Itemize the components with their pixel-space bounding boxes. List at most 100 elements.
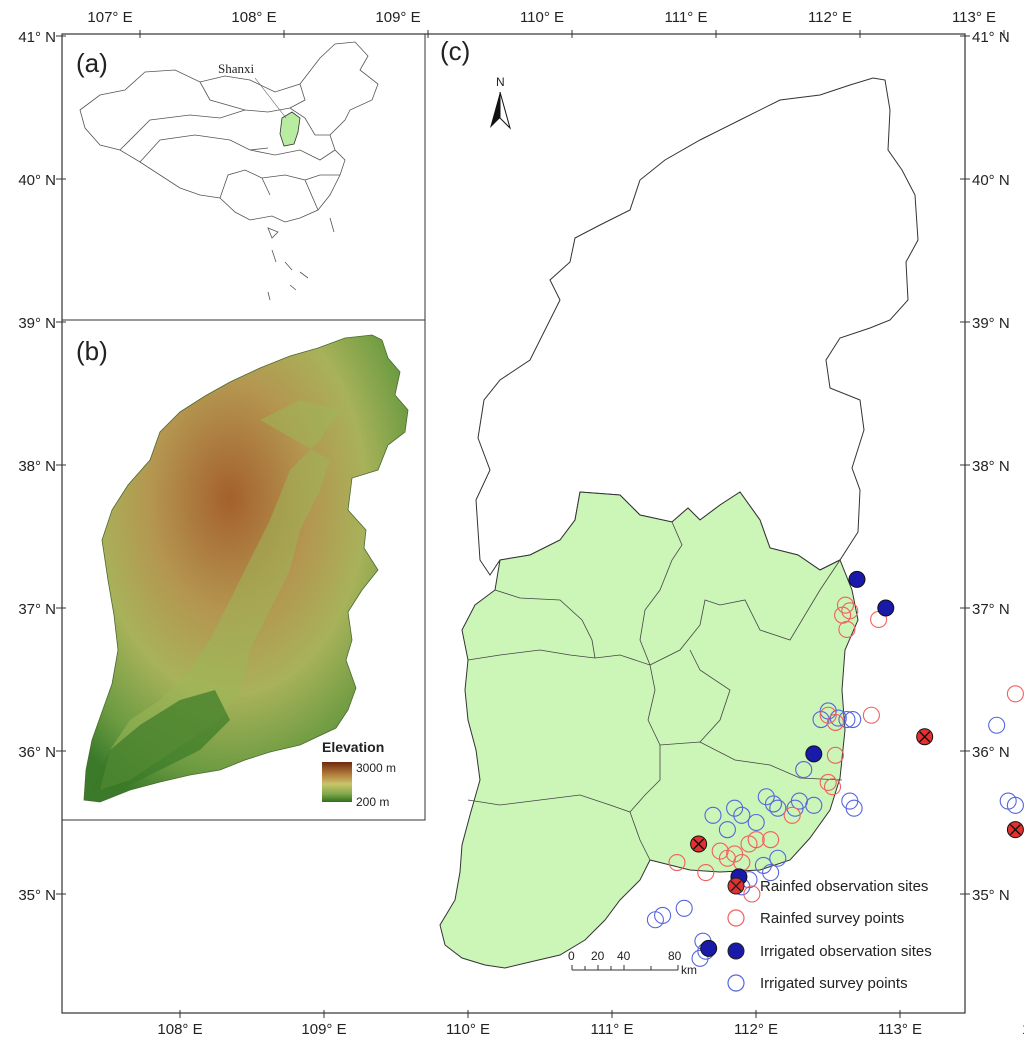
irrigated-survey-point <box>769 799 787 817</box>
shanxi-leader-line <box>254 77 287 119</box>
panel-b-label: (b) <box>76 336 108 366</box>
panel-c-label: (c) <box>440 36 470 66</box>
irrigated-survey-point <box>795 761 813 779</box>
legend-rainfed-survey: Rainfed survey points <box>727 909 904 927</box>
rainfed-survey-point <box>783 806 801 824</box>
bottom-tick-label: 109° E <box>301 1021 346 1038</box>
scale-label-40: 40 <box>617 949 631 963</box>
irrigated-observation-site <box>700 939 718 957</box>
irrigated-survey-point <box>733 806 751 824</box>
irrigated-survey-point <box>754 856 772 874</box>
legend-irrigated-survey: Irrigated survey points <box>727 974 908 992</box>
left-tick-label: 35° N <box>18 887 56 904</box>
irrigated-survey-point <box>988 716 1006 734</box>
elevation-legend-title: Elevation <box>322 739 384 755</box>
right-tick-label: 40° N <box>972 172 1010 189</box>
legend-irrigated-survey-label: Irrigated survey points <box>760 975 908 992</box>
rainfed-survey-point <box>826 746 844 764</box>
panel-a-label: (a) <box>76 48 108 78</box>
bottom-tick-label: 112° E <box>734 1021 778 1038</box>
legend-rainfed-obs-label: Rainfed observation sites <box>760 878 928 895</box>
legend-rainfed-obs: Rainfed observation sites <box>727 877 928 895</box>
irrigated-survey-point <box>747 813 765 832</box>
panel-b-frame <box>61 319 426 821</box>
left-tick-label: 39° N <box>18 315 56 332</box>
irrigated-survey-point <box>675 899 693 917</box>
irrigated-observation-site <box>805 745 823 763</box>
elevation-legend-min: 200 m <box>356 795 389 809</box>
irrigated-survey-point <box>844 710 862 729</box>
top-tick-label: 113° E <box>952 9 996 26</box>
legend-irrigated-obs-label: Irrigated observation sites <box>760 943 932 960</box>
rainfed-survey-points <box>668 596 1024 903</box>
left-tick-label: 40° N <box>18 172 56 189</box>
study-area-region <box>439 491 859 969</box>
top-tick-label: 108° E <box>231 9 276 26</box>
valley-highlight <box>100 400 340 790</box>
right-tick-label: 35° N <box>972 887 1010 904</box>
irrigated-survey-point <box>845 799 863 817</box>
right-tick-label: 41° N <box>972 29 1010 46</box>
left-tick-label: 41° N <box>18 29 56 46</box>
top-tick-label: 109° E <box>375 9 420 26</box>
irrigated-survey-point <box>704 806 722 824</box>
rainfed-survey-point <box>668 853 686 872</box>
irrigated-observation-site <box>848 570 866 588</box>
left-tick-label: 37° N <box>18 601 56 618</box>
irrigated-survey-point <box>769 849 787 867</box>
left-tick-label: 36° N <box>18 744 56 761</box>
bottom-tick-label: 114° E <box>1022 1021 1024 1038</box>
shanxi-province-outline <box>475 77 919 576</box>
scale-unit: km <box>681 963 697 977</box>
legend-rainfed-survey-label: Rainfed survey points <box>760 910 904 927</box>
north-label: N <box>496 75 505 89</box>
rainfed-observation-site <box>1006 821 1024 839</box>
china-outline <box>79 41 379 301</box>
top-tick-label: 107° E <box>87 9 132 26</box>
rainfed-observation-sites <box>690 728 1024 853</box>
scale-bar: 0 20 40 80 km <box>568 949 697 977</box>
right-tick-label: 36° N <box>972 744 1010 761</box>
elevation-color-ramp <box>322 762 352 802</box>
legend: Rainfed observation sites Rainfed survey… <box>727 877 932 992</box>
rainfed-survey-point <box>838 620 856 639</box>
rainfed-survey-point <box>697 863 715 882</box>
bottom-tick-label: 113° E <box>878 1021 922 1038</box>
rainfed-survey-point <box>743 885 761 903</box>
scale-label-80: 80 <box>668 949 682 963</box>
top-axis-ticks: 107° E 108° E 109° E 110° E 111° E 112° E 113°… <box>87 9 1005 38</box>
irrigated-survey-point <box>1006 796 1024 814</box>
rainfed-survey-point <box>819 706 837 724</box>
irrigated-survey-point <box>829 709 847 727</box>
rainfed-survey-point <box>823 778 842 796</box>
irrigated-survey-point <box>838 710 856 729</box>
rainfed-survey-point <box>711 842 729 860</box>
elevation-legend-max: 3000 m <box>356 761 396 775</box>
shanxi-label: Shanxi <box>218 61 255 76</box>
left-tick-label: 38° N <box>18 458 56 475</box>
irrigated-survey-point <box>726 799 744 817</box>
right-axis-ticks: 41° N 40° N 39° N 38° N 37° N 36° N 35° N <box>960 29 1010 904</box>
irrigated-survey-point <box>764 795 783 813</box>
top-tick-label: 111° E <box>665 9 708 26</box>
irrigated-survey-point <box>762 863 780 882</box>
right-tick-label: 38° N <box>972 458 1010 475</box>
rainfed-observation-site <box>916 728 934 746</box>
scale-label-20: 20 <box>591 949 605 963</box>
top-tick-label: 112° E <box>808 9 852 26</box>
rainfed-survey-point <box>726 845 744 863</box>
bottom-tick-label: 110° E <box>446 1021 490 1038</box>
bottom-tick-label: 111° E <box>591 1021 634 1038</box>
irrigated-observation-site <box>877 599 895 617</box>
irrigated-survey-point <box>691 949 709 967</box>
bottom-axis-ticks: 108° E 109° E 110° E 111° E 112° E 113° E 114°… <box>157 1010 1024 1038</box>
rainfed-survey-point <box>762 831 780 849</box>
rainfed-survey-point <box>747 831 765 849</box>
bottom-tick-label: 108° E <box>157 1021 202 1038</box>
irrigated-observation-sites <box>700 570 895 957</box>
legend-irrigated-obs: Irrigated observation sites <box>727 942 932 960</box>
district-boundaries <box>467 521 843 861</box>
irrigated-survey-point <box>805 796 823 814</box>
shanxi-highlight <box>279 111 301 147</box>
